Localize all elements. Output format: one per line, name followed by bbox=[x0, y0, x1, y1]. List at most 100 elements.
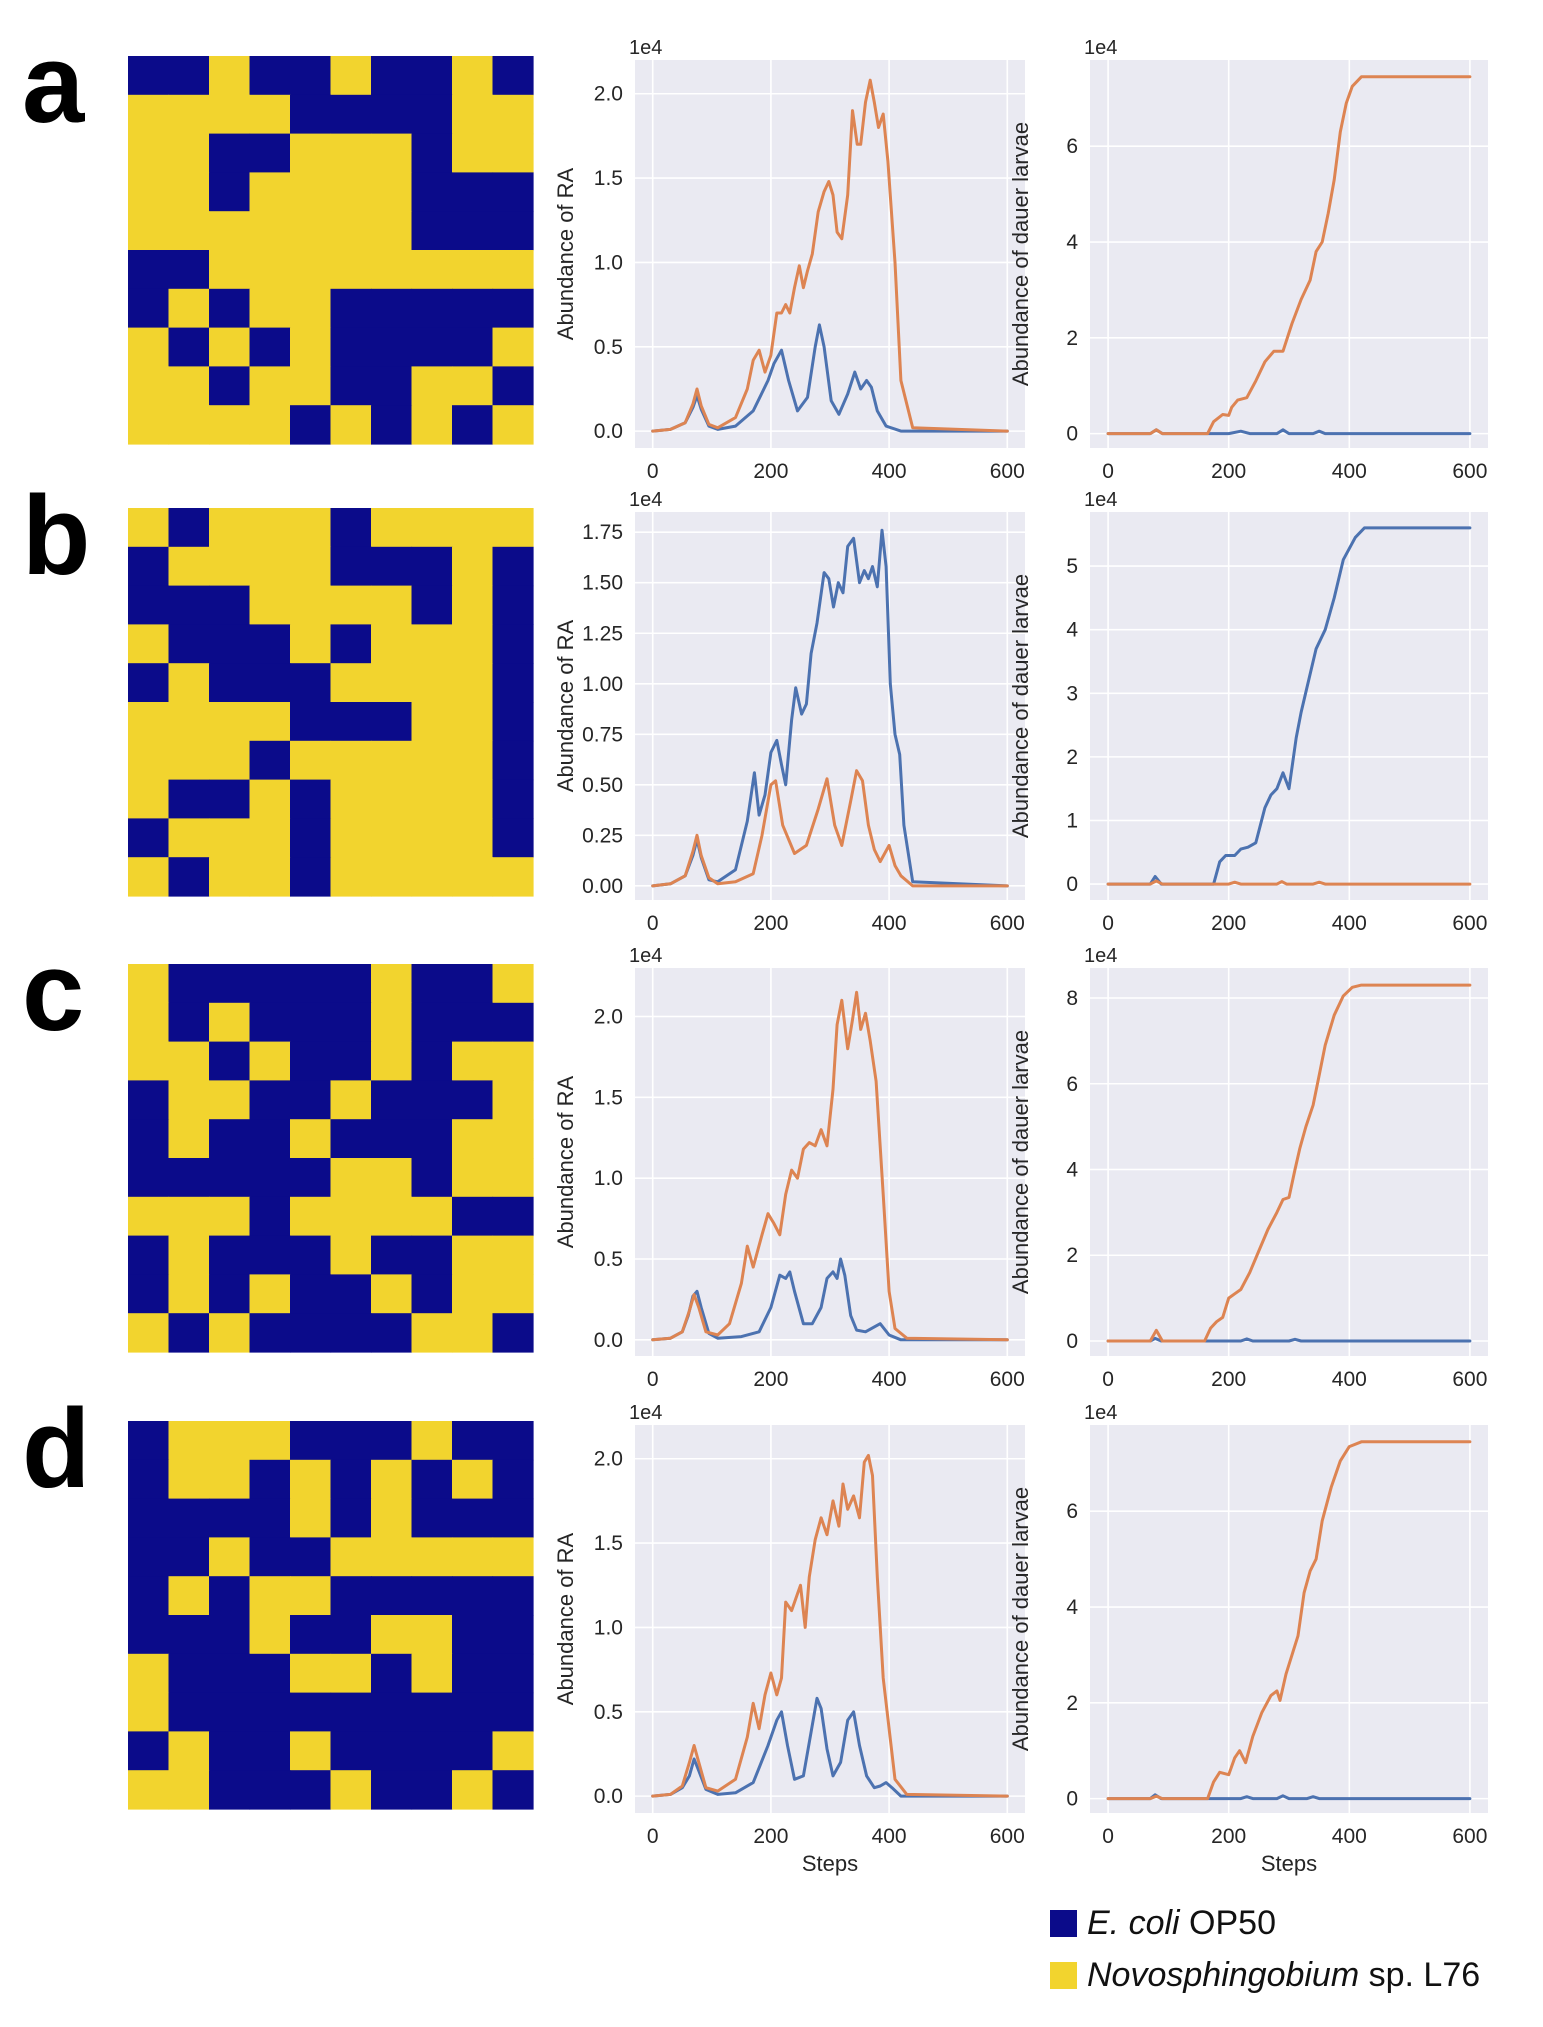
grid-cell-c-3-7 bbox=[411, 1080, 453, 1120]
dauer-c-xtick-label-1: 200 bbox=[1211, 1368, 1246, 1391]
legend-label-novo-italic: Novosphingobium bbox=[1087, 1956, 1360, 1994]
dauer-b-ytick-label-3: 3 bbox=[1066, 682, 1078, 705]
grid-cell-a-4-9 bbox=[492, 211, 534, 251]
legend-label-novo-rest: sp. L76 bbox=[1359, 1956, 1481, 1994]
panel-letter-d: d bbox=[22, 1386, 90, 1511]
ra-c-xtick-label-1: 200 bbox=[753, 1368, 788, 1391]
grid-cell-d-1-4 bbox=[290, 1459, 332, 1500]
grid-cell-b-2-1 bbox=[168, 585, 210, 625]
dauer-a-axes-bg bbox=[1090, 60, 1488, 448]
grid-cell-d-0-2 bbox=[209, 1421, 251, 1461]
grid-cell-b-9-7 bbox=[411, 857, 453, 897]
grid-cell-b-3-5 bbox=[330, 624, 372, 664]
grid-cell-c-9-7 bbox=[411, 1313, 453, 1353]
grid-cell-a-7-5 bbox=[330, 327, 372, 367]
grid-cell-b-2-2 bbox=[209, 585, 251, 625]
grid-cell-d-9-6 bbox=[371, 1770, 413, 1810]
grid-cell-b-1-3 bbox=[249, 546, 291, 587]
grid-cell-c-2-6 bbox=[371, 1041, 413, 1081]
grid-cell-b-1-1 bbox=[168, 546, 210, 587]
grid-cell-b-6-3 bbox=[249, 740, 291, 781]
dauer-b-xtick-label-0: 0 bbox=[1102, 912, 1114, 935]
grid-cell-b-9-9 bbox=[492, 857, 534, 897]
grid-cell-c-1-9 bbox=[492, 1002, 534, 1043]
grid-cell-a-5-6 bbox=[371, 250, 413, 290]
grid-cell-c-1-2 bbox=[209, 1002, 251, 1043]
grid-cell-a-0-8 bbox=[452, 56, 494, 96]
ra-a-xtick-label-3: 600 bbox=[990, 460, 1025, 483]
dauer-d-ytick-label-0: 0 bbox=[1066, 1788, 1078, 1811]
grid-cell-d-7-4 bbox=[290, 1692, 332, 1732]
grid-cell-c-4-3 bbox=[249, 1119, 291, 1159]
grid-cell-d-0-7 bbox=[411, 1421, 453, 1461]
grid-cell-a-2-7 bbox=[411, 133, 453, 173]
ra-d-xtick-label-3: 600 bbox=[990, 1825, 1025, 1848]
panel-b: b0 200 400 6000.000.250.500.751.001.251.501… bbox=[22, 473, 1488, 935]
grid-cell-b-9-4 bbox=[290, 857, 332, 897]
ra-d-ytick-label-2: 1.0 bbox=[594, 1616, 623, 1639]
grid-cell-d-3-3 bbox=[249, 1537, 291, 1577]
grid-cell-a-5-1 bbox=[168, 250, 210, 290]
grid-cell-a-2-8 bbox=[452, 133, 494, 173]
grid-cell-c-4-4 bbox=[290, 1119, 332, 1159]
grid-cell-d-5-9 bbox=[492, 1615, 534, 1655]
grid-cell-c-9-0 bbox=[128, 1313, 170, 1353]
grid-cell-a-1-4 bbox=[290, 94, 332, 135]
grid-cell-d-0-3 bbox=[249, 1421, 291, 1461]
grid-cell-a-7-7 bbox=[411, 327, 453, 367]
grid-cell-d-9-1 bbox=[168, 1770, 210, 1810]
grid-cell-c-7-1 bbox=[168, 1235, 210, 1275]
dauer-d-ytick-label-2: 4 bbox=[1066, 1596, 1078, 1619]
dauer-c-ytick-label-1: 2 bbox=[1066, 1244, 1078, 1267]
grid-cell-a-5-4 bbox=[290, 250, 332, 290]
dauer-a-xtick-label-1: 200 bbox=[1211, 460, 1246, 483]
grid-cell-d-1-2 bbox=[209, 1459, 251, 1500]
dauer-c-ylabel: Abundance of dauer larvae bbox=[1008, 1030, 1033, 1294]
dauer-d-series-orange-line bbox=[1106, 1440, 1472, 1801]
grid-cell-c-6-6 bbox=[371, 1196, 413, 1237]
grid-cell-a-2-0 bbox=[128, 133, 170, 173]
grid-cell-c-6-2 bbox=[209, 1196, 251, 1237]
grid-cell-a-3-7 bbox=[411, 172, 453, 212]
grid-cell-c-9-5 bbox=[330, 1313, 372, 1353]
grid-cell-b-4-7 bbox=[411, 663, 453, 703]
grid-cell-a-8-5 bbox=[330, 366, 372, 406]
grid-cell-c-2-3 bbox=[249, 1041, 291, 1081]
grid-cell-b-5-3 bbox=[249, 702, 291, 742]
grid-cell-d-1-0 bbox=[128, 1459, 170, 1500]
grid-cell-d-7-2 bbox=[209, 1692, 251, 1732]
grid-cell-b-8-1 bbox=[168, 818, 210, 858]
grid-cell-c-0-1 bbox=[168, 964, 210, 1004]
legend-swatch-novo bbox=[1050, 1962, 1077, 1989]
ra-b-ytick-label-1: 0.25 bbox=[582, 824, 623, 847]
grid-cell-b-3-6 bbox=[371, 624, 413, 664]
grid-cell-b-3-3 bbox=[249, 624, 291, 664]
dauer-a-ytick-label-0: 0 bbox=[1066, 423, 1078, 446]
ra-a-ytick-label-0: 0.0 bbox=[594, 420, 623, 443]
grid-cell-c-1-3 bbox=[249, 1002, 291, 1043]
grid-cell-c-4-5 bbox=[330, 1119, 372, 1159]
grid-cell-c-7-7 bbox=[411, 1235, 453, 1275]
grid-cell-b-9-8 bbox=[452, 857, 494, 897]
ra-a-xtick-label-1: 200 bbox=[753, 460, 788, 483]
grid-cell-b-1-8 bbox=[452, 546, 494, 587]
dauer-d-ytick-label-3: 6 bbox=[1066, 1500, 1078, 1523]
grid-cell-c-3-0 bbox=[128, 1080, 170, 1120]
ra-b-xtick-label-0: 0 bbox=[647, 912, 659, 935]
grid-cell-d-5-4 bbox=[290, 1615, 332, 1655]
dauer-b-xtick-label-2: 400 bbox=[1332, 912, 1367, 935]
grid-cell-d-7-1 bbox=[168, 1692, 210, 1732]
ra-a-series-orange-line bbox=[651, 78, 1009, 433]
dauer-b-axes-bg bbox=[1090, 512, 1488, 900]
grid-cell-b-5-9 bbox=[492, 702, 534, 742]
ra-c-xtick-label-3: 600 bbox=[990, 1368, 1025, 1391]
grid-cell-c-7-2 bbox=[209, 1235, 251, 1275]
grid-cell-a-6-3 bbox=[249, 288, 291, 329]
grid-cell-c-5-9 bbox=[492, 1158, 534, 1198]
grid-cell-a-5-8 bbox=[452, 250, 494, 290]
grid-cell-d-8-0 bbox=[128, 1731, 170, 1771]
grid-cell-a-9-7 bbox=[411, 405, 453, 445]
grid-cell-b-5-1 bbox=[168, 702, 210, 742]
dauer-a-xtick-label-3: 600 bbox=[1452, 460, 1487, 483]
